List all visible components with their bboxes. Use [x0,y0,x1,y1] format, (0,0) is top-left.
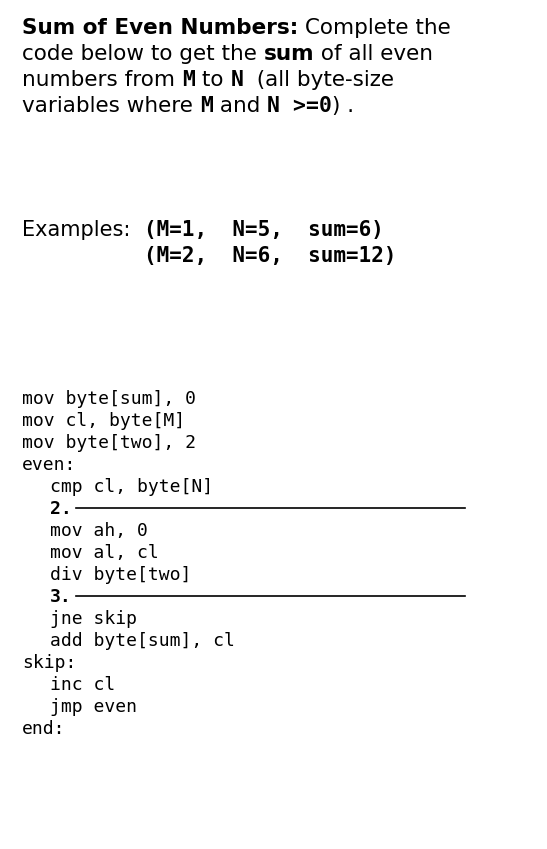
Text: (all byte-size: (all byte-size [243,70,394,90]
Text: ) .: ) . [332,96,354,116]
Text: code below to get the: code below to get the [22,44,264,64]
Text: 2.: 2. [50,500,72,518]
Text: mov byte[two], 2: mov byte[two], 2 [22,434,196,452]
Text: Sum of Even Numbers:: Sum of Even Numbers: [22,18,298,38]
Text: N >=0: N >=0 [267,96,332,116]
Text: 3.: 3. [50,588,72,606]
Text: to: to [195,70,230,90]
Text: sum: sum [264,44,315,64]
Text: jmp even: jmp even [50,698,137,716]
Text: even:: even: [22,456,77,474]
Text: M: M [182,70,195,90]
Text: mov byte[sum], 0: mov byte[sum], 0 [22,390,196,408]
Text: mov al, cl: mov al, cl [50,544,159,562]
Text: and: and [213,96,267,116]
Text: cmp cl, byte[N]: cmp cl, byte[N] [50,478,213,496]
Text: variables where: variables where [22,96,200,116]
Text: div byte[two]: div byte[two] [50,566,191,584]
Text: N: N [230,70,243,90]
Text: numbers from: numbers from [22,70,182,90]
Text: add byte[sum], cl: add byte[sum], cl [50,632,235,650]
Text: mov cl, byte[M]: mov cl, byte[M] [22,412,185,430]
Text: (M=2,  N=6,  sum=12): (M=2, N=6, sum=12) [144,246,396,266]
Text: skip:: skip: [22,654,77,672]
Text: of all even: of all even [315,44,433,64]
Text: (M=1,  N=5,  sum=6): (M=1, N=5, sum=6) [144,220,383,240]
Text: mov ah, 0: mov ah, 0 [50,522,148,540]
Text: M: M [200,96,213,116]
Text: Complete the: Complete the [298,18,451,38]
Text: inc cl: inc cl [50,676,115,694]
Text: Examples:: Examples: [22,220,144,240]
Text: jne skip: jne skip [50,610,137,628]
Text: end:: end: [22,720,66,738]
